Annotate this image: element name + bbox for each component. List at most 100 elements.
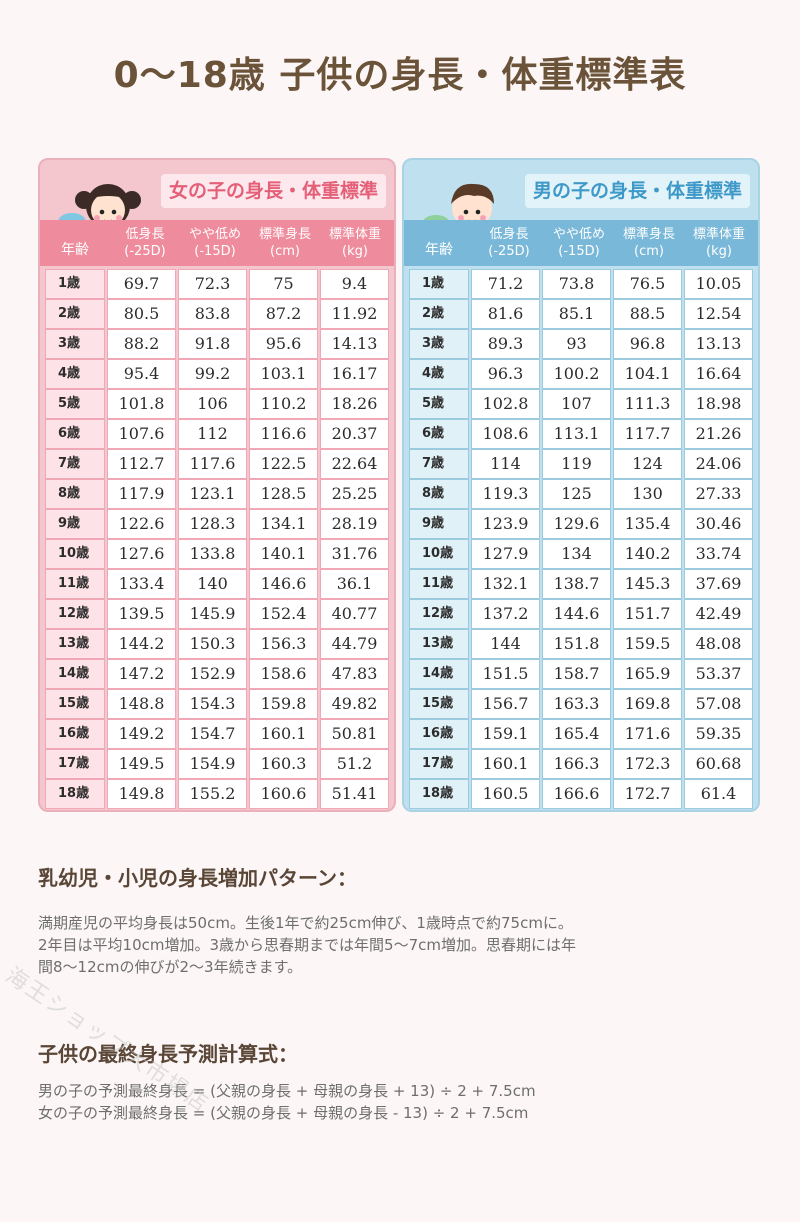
value-cell: 96.3 [471, 359, 540, 389]
value-cell: 14.13 [320, 329, 389, 359]
value-cell: 33.74 [684, 539, 753, 569]
age-cell: 12歳 [45, 599, 105, 629]
value-cell: 160.3 [249, 749, 318, 779]
table-row: 3歳 88.2 91.8 95.6 14.13 [44, 328, 390, 359]
value-cell: 88.2 [107, 329, 176, 359]
value-cell: 122.5 [249, 449, 318, 479]
value-cell: 9.4 [320, 269, 389, 299]
table-row: 12歳 137.2 144.6 151.7 42.49 [408, 598, 754, 629]
value-cell: 95.4 [107, 359, 176, 389]
value-cell: 111.3 [613, 389, 682, 419]
header-standard-height: 標準身長 (cm) [258, 227, 311, 259]
value-cell: 124 [613, 449, 682, 479]
value-cell: 159.8 [249, 689, 318, 719]
age-cell: 6歳 [409, 419, 469, 449]
age-cell: 7歳 [409, 449, 469, 479]
page-title: 0〜18歳 子供の身長・体重標準表 [113, 55, 687, 96]
value-cell: 166.6 [542, 779, 611, 809]
table-row: 6歳 107.6 112 116.6 20.37 [44, 418, 390, 449]
value-cell: 129.6 [542, 509, 611, 539]
formula-text: 男の子の予測最終身長 = (父親の身長 + 母親の身長 + 13) ÷ 2 + … [38, 1080, 718, 1124]
value-cell: 137.2 [471, 599, 540, 629]
value-cell: 110.2 [249, 389, 318, 419]
value-cell: 145.3 [613, 569, 682, 599]
value-cell: 53.37 [684, 659, 753, 689]
table-row: 16歳 149.2 154.7 160.1 50.81 [44, 718, 390, 749]
age-cell: 4歳 [45, 359, 105, 389]
value-cell: 169.8 [613, 689, 682, 719]
value-cell: 13.13 [684, 329, 753, 359]
value-cell: 116.6 [249, 419, 318, 449]
table-row: 9歳 122.6 128.3 134.1 28.19 [44, 508, 390, 539]
table-row: 8歳 117.9 123.1 128.5 25.25 [44, 478, 390, 509]
age-cell: 8歳 [409, 479, 469, 509]
boy-character-icon [422, 183, 494, 238]
girl-panel-title: 女の子の身長・体重標準 [160, 174, 386, 208]
header-low-height: 低身長 (-25D) [124, 227, 166, 259]
value-cell: 134 [542, 539, 611, 569]
value-cell: 159.1 [471, 719, 540, 749]
age-cell: 17歳 [409, 749, 469, 779]
header-age: 年齢 [61, 241, 89, 258]
value-cell: 11.92 [320, 299, 389, 329]
value-cell: 154.7 [178, 719, 247, 749]
value-cell: 12.54 [684, 299, 753, 329]
value-cell: 145.9 [178, 599, 247, 629]
value-cell: 89.3 [471, 329, 540, 359]
table-row: 13歳 144.2 150.3 156.3 44.79 [44, 628, 390, 659]
boy-table-panel: 男の子の身長・体重標準 年齢 低身長 (-25D) やや低め (-15D) 標準身長… [402, 158, 760, 812]
value-cell: 91.8 [178, 329, 247, 359]
value-cell: 72.3 [178, 269, 247, 299]
growth-line: 間8〜12cmの伸びが2〜3年続きます。 [38, 958, 303, 976]
table-row: 17歳 149.5 154.9 160.3 51.2 [44, 748, 390, 779]
age-cell: 10歳 [45, 539, 105, 569]
value-cell: 135.4 [613, 509, 682, 539]
value-cell: 154.3 [178, 689, 247, 719]
value-cell: 140.2 [613, 539, 682, 569]
value-cell: 36.1 [320, 569, 389, 599]
value-cell: 87.2 [249, 299, 318, 329]
value-cell: 103.1 [249, 359, 318, 389]
value-cell: 88.5 [613, 299, 682, 329]
value-cell: 48.08 [684, 629, 753, 659]
value-cell: 132.1 [471, 569, 540, 599]
value-cell: 154.9 [178, 749, 247, 779]
value-cell: 31.76 [320, 539, 389, 569]
age-cell: 15歳 [409, 689, 469, 719]
girl-table-panel: 女の子の身長・体重標準 年齢 低身長 (-25D) やや低め (-15D) 標準身長… [38, 158, 396, 812]
age-cell: 11歳 [45, 569, 105, 599]
age-cell: 9歳 [45, 509, 105, 539]
value-cell: 59.35 [684, 719, 753, 749]
value-cell: 47.83 [320, 659, 389, 689]
age-cell: 3歳 [45, 329, 105, 359]
header-standard-height: 標準身長 (cm) [622, 227, 675, 259]
value-cell: 123.9 [471, 509, 540, 539]
value-cell: 112.7 [107, 449, 176, 479]
table-row: 14歳 147.2 152.9 158.6 47.83 [44, 658, 390, 689]
value-cell: 151.5 [471, 659, 540, 689]
value-cell: 150.3 [178, 629, 247, 659]
value-cell: 151.7 [613, 599, 682, 629]
value-cell: 144.6 [542, 599, 611, 629]
table-row: 5歳 101.8 106 110.2 18.26 [44, 388, 390, 419]
table-row: 18歳 160.5 166.6 172.7 61.4 [408, 778, 754, 809]
value-cell: 166.3 [542, 749, 611, 779]
age-cell: 13歳 [45, 629, 105, 659]
value-cell: 146.6 [249, 569, 318, 599]
header-low-height: 低身長 (-25D) [488, 227, 530, 259]
value-cell: 165.9 [613, 659, 682, 689]
table-row: 7歳 114 119 124 24.06 [408, 448, 754, 479]
value-cell: 20.37 [320, 419, 389, 449]
age-cell: 14歳 [409, 659, 469, 689]
value-cell: 133.8 [178, 539, 247, 569]
age-cell: 16歳 [409, 719, 469, 749]
value-cell: 50.81 [320, 719, 389, 749]
value-cell: 108.6 [471, 419, 540, 449]
value-cell: 96.8 [613, 329, 682, 359]
age-cell: 2歳 [409, 299, 469, 329]
value-cell: 100.2 [542, 359, 611, 389]
value-cell: 156.7 [471, 689, 540, 719]
table-row: 11歳 133.4 140 146.6 36.1 [44, 568, 390, 599]
value-cell: 152.9 [178, 659, 247, 689]
boy-panel-title: 男の子の身長・体重標準 [524, 174, 750, 208]
